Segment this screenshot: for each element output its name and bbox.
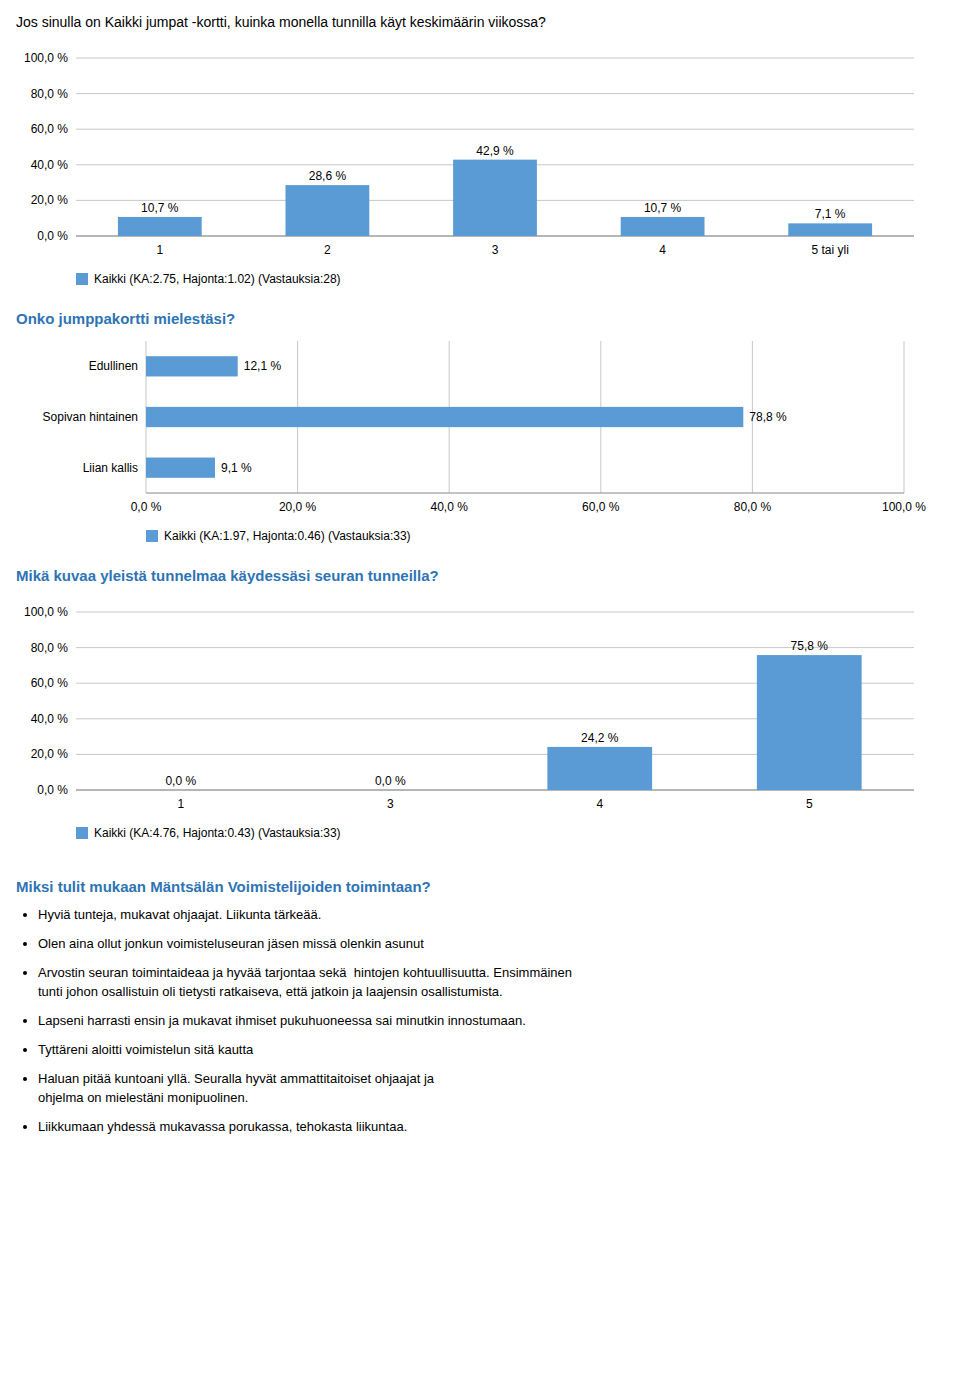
bar xyxy=(118,217,202,236)
tick-label: 100,0 % xyxy=(24,605,68,619)
tick-label: 100,0 % xyxy=(882,500,926,514)
text-title: Miksi tulit mukaan Mäntsälän Voimistelij… xyxy=(16,878,944,895)
data-label: 0,0 % xyxy=(165,774,196,788)
tick-label: 0,0 % xyxy=(37,229,68,243)
tick-label: 0,0 % xyxy=(37,783,68,797)
chart-section: Onko jumppakortti mielestäsi? 0,0 % 20,0 %… xyxy=(0,296,960,553)
bars xyxy=(118,160,872,236)
grid-line xyxy=(76,612,914,613)
data-labels: 0,0 % 0,0 % 24,2 % 75,8 % xyxy=(165,639,828,788)
axis-line xyxy=(146,493,904,494)
plot: 0,0 % 20,0 % 40,0 % 60,0 % 80,0 % 100,0 % Edul… xyxy=(43,341,927,514)
tick-label: 40,0 % xyxy=(31,158,69,172)
legend: Kaikki (KA:1.97, Hajonta:0.46) (Vastauks… xyxy=(146,529,944,543)
category-label: 4 xyxy=(596,797,603,811)
text-section: Miksi tulit mukaan Mäntsälän Voimistelij… xyxy=(0,850,960,1152)
category-label: Liian kallis xyxy=(83,461,138,475)
legend-label: Kaikki (KA:1.97, Hajonta:0.46) (Vastauks… xyxy=(164,529,411,543)
data-labels: 10,7 % 28,6 % 42,9 % 10,7 % 7,1 % xyxy=(141,144,846,222)
category-label: 2 xyxy=(324,243,331,257)
grid-line xyxy=(76,93,914,94)
data-label: 24,2 % xyxy=(581,731,619,745)
data-label: 7,1 % xyxy=(815,207,846,221)
grid-line xyxy=(76,647,914,648)
bar xyxy=(146,407,743,427)
bar xyxy=(338,790,443,791)
bar xyxy=(547,747,652,790)
legend-swatch xyxy=(146,530,158,542)
data-label: 0,0 % xyxy=(375,774,406,788)
chart-title: Jos sinulla on Kaikki jumpat -kortti, ku… xyxy=(16,14,944,30)
bar xyxy=(453,160,537,236)
data-label: 10,7 % xyxy=(141,201,179,215)
legend-swatch xyxy=(76,273,88,285)
category-label: 5 xyxy=(806,797,813,811)
bar xyxy=(146,356,238,376)
chart: 0,0 % 20,0 % 40,0 % 60,0 % 80,0 % 100,0 % 1 3 4 5… xyxy=(16,590,944,820)
data-label: 9,1 % xyxy=(221,461,252,475)
tick-label: 80,0 % xyxy=(734,500,772,514)
tick-label: 40,0 % xyxy=(431,500,469,514)
data-label: 42,9 % xyxy=(476,144,514,158)
bars xyxy=(547,655,861,790)
category-label: 1 xyxy=(156,243,163,257)
legend-label: Kaikki (KA:4.76, Hajonta:0.43) (Vastauks… xyxy=(94,826,341,840)
page: Jos sinulla on Kaikki jumpat -kortti, ku… xyxy=(0,0,960,1152)
chart: 0,0 % 20,0 % 40,0 % 60,0 % 80,0 % 100,0 % Edul… xyxy=(16,333,944,523)
chart-section: Jos sinulla on Kaikki jumpat -kortti, ku… xyxy=(0,0,960,296)
text-item: Tyttäreni aloitti voimistelun sitä kautt… xyxy=(38,1040,944,1059)
data-labels: 12,1 % 78,8 % 9,1 % xyxy=(221,359,787,474)
category-label: 4 xyxy=(659,243,666,257)
text-item: Hyviä tunteja, mukavat ohjaajat. Liikunt… xyxy=(38,905,944,924)
text-item: Haluan pitää kuntoani yllä. Seuralla hyv… xyxy=(38,1069,944,1107)
text-item: Liikkumaan yhdessä mukavassa porukassa, … xyxy=(38,1117,944,1136)
tick-label: 100,0 % xyxy=(24,51,68,65)
grid-line xyxy=(76,129,914,130)
legend: Kaikki (KA:2.75, Hajonta:1.02) (Vastauks… xyxy=(76,272,944,286)
bar xyxy=(286,185,370,236)
tick-label: 40,0 % xyxy=(31,712,69,726)
tick-label: 80,0 % xyxy=(31,87,69,101)
text-item: Olen aina ollut jonkun voimisteluseuran … xyxy=(38,934,944,953)
bars xyxy=(146,356,743,478)
bar xyxy=(788,223,872,236)
data-label: 10,7 % xyxy=(644,201,682,215)
legend-swatch xyxy=(76,827,88,839)
legend: Kaikki (KA:4.76, Hajonta:0.43) (Vastauks… xyxy=(76,826,944,840)
tick-label: 80,0 % xyxy=(31,641,69,655)
category-label: Sopivan hintainen xyxy=(43,410,138,424)
tick-label: 60,0 % xyxy=(31,676,69,690)
bar xyxy=(621,217,705,236)
category-label: 5 tai yli xyxy=(812,243,849,257)
category-label: 1 xyxy=(177,797,184,811)
text-list: Hyviä tunteja, mukavat ohjaajat. Liikunt… xyxy=(16,905,944,1136)
grid-line xyxy=(904,341,905,493)
tick-label: 0,0 % xyxy=(131,500,162,514)
text-item: Arvostin seuran toimintaideaa ja hyvää t… xyxy=(38,963,944,1001)
tick-label: 20,0 % xyxy=(31,193,69,207)
category-label: 3 xyxy=(387,797,394,811)
chart-title: Mikä kuvaa yleistä tunnelmaa käydessäsi … xyxy=(16,567,944,584)
tick-label: 60,0 % xyxy=(31,122,69,136)
bar xyxy=(757,655,862,790)
bar xyxy=(146,458,215,478)
data-label: 75,8 % xyxy=(791,639,829,653)
chart-title: Onko jumppakortti mielestäsi? xyxy=(16,310,944,327)
bar xyxy=(128,790,233,791)
text-item: Lapseni harrasti ensin ja mukavat ihmise… xyxy=(38,1011,944,1030)
chart-section: Mikä kuvaa yleistä tunnelmaa käydessäsi … xyxy=(0,553,960,850)
data-label: 28,6 % xyxy=(309,169,347,183)
data-label: 12,1 % xyxy=(244,359,282,373)
tick-label: 20,0 % xyxy=(279,500,317,514)
data-label: 78,8 % xyxy=(749,410,787,424)
plot: 0,0 % 20,0 % 40,0 % 60,0 % 80,0 % 100,0 % 1 2 3 4… xyxy=(24,51,914,257)
chart: 0,0 % 20,0 % 40,0 % 60,0 % 80,0 % 100,0 % 1 2 3 4… xyxy=(16,36,944,266)
tick-label: 60,0 % xyxy=(582,500,620,514)
legend-label: Kaikki (KA:2.75, Hajonta:1.02) (Vastauks… xyxy=(94,272,341,286)
category-label: Edullinen xyxy=(89,359,138,373)
tick-label: 20,0 % xyxy=(31,747,69,761)
category-label: 3 xyxy=(492,243,499,257)
plot: 0,0 % 20,0 % 40,0 % 60,0 % 80,0 % 100,0 % 1 3 4 5… xyxy=(24,605,914,811)
grid-line xyxy=(76,58,914,59)
